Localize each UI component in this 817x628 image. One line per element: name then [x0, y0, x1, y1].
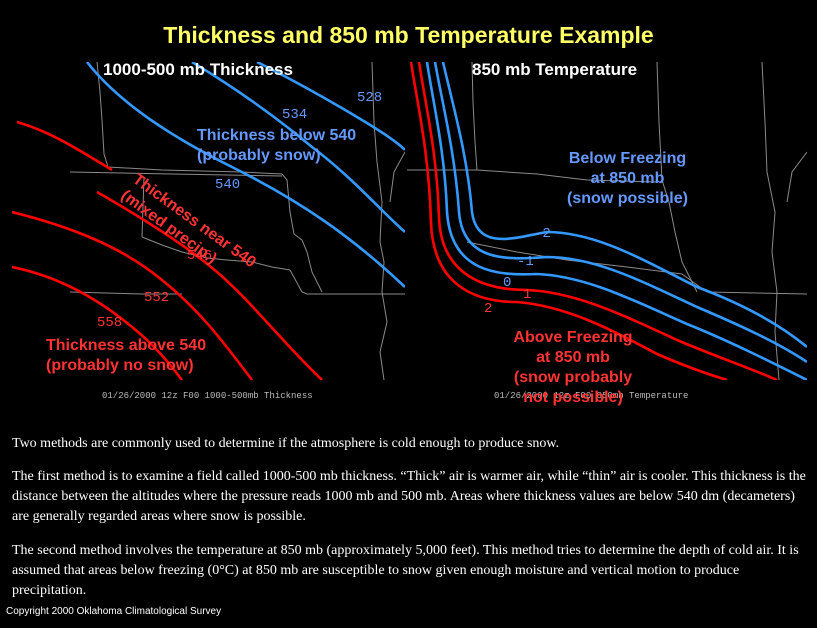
annotation-line: at 850 mb [590, 170, 665, 187]
right-map-caption: 01/26/2000 12z F00 850mb Temperature [494, 391, 689, 401]
contour-534 [191, 62, 405, 233]
annotation-line: at 850 mb [536, 349, 610, 366]
state-borders [69, 62, 405, 380]
contour-minus-1 [433, 62, 807, 364]
contour-label: 546 [187, 248, 212, 264]
contour-minus-2 [441, 62, 807, 348]
contour-label: 2 [484, 301, 492, 317]
copyright: Copyright 2000 Oklahoma Climatological S… [6, 606, 222, 617]
contour-label: 540 [215, 177, 240, 193]
contour-1 [417, 62, 778, 380]
left-map-caption: 01/26/2000 12z F00 1000-500mb Thickness [102, 391, 313, 401]
annotation-line: (snow probably [513, 369, 633, 386]
contour-2 [409, 62, 728, 380]
contour-label: 534 [282, 107, 307, 123]
warm-contours [409, 62, 778, 380]
contour-label: 558 [97, 315, 122, 331]
annotation-line: Below Freezing [568, 150, 687, 167]
cold-contours [85, 62, 405, 288]
contour-540 [85, 62, 405, 288]
temperature-map: -2 -1 0 1 2 [407, 62, 807, 380]
cold-contours [425, 62, 807, 380]
thickness-paragraph: The first method is to examine a field c… [12, 469, 806, 524]
contour-528 [256, 62, 405, 151]
intro-paragraph: Two methods are commonly used to determi… [12, 436, 560, 451]
annotation-line: (probably snow) [197, 147, 321, 164]
annotation-below-freezing: Below Freezing at 850 mb (snow possible) [540, 149, 715, 209]
contour-546 [96, 190, 323, 380]
annotation-line: (probably no snow) [46, 357, 194, 374]
contour-552 [12, 210, 254, 380]
warm-contours [12, 120, 323, 380]
contour-546-north [16, 120, 113, 172]
annotation-line: not possible) [523, 389, 623, 406]
annotation-thickness-below: Thickness below 540 (probably snow) [197, 126, 356, 166]
left-panel-title: 1000-500 mb Thickness [103, 60, 293, 79]
contour-label: -1 [517, 254, 534, 270]
annotation-line: Thickness above 540 [46, 337, 207, 354]
annotation-line: Above Freezing [513, 329, 633, 346]
annotation-line: Thickness below 540 [197, 127, 357, 144]
contour-label: -2 [534, 226, 551, 242]
right-panel-title: 850 mb Temperature [472, 60, 638, 79]
temperature-paragraph: The second method involves the temperatu… [12, 543, 799, 598]
annotation-line: (snow possible) [567, 190, 688, 207]
contour-label: 1 [523, 287, 531, 303]
page-title: Thickness and 850 mb Temperature Example [163, 22, 654, 48]
annotation-above-freezing: Above Freezing at 850 mb (snow probably … [488, 328, 658, 408]
contour-label: 0 [503, 275, 511, 291]
contour-558 [12, 265, 184, 380]
thickness-map: 534 528 540 546 552 558 01/26/2000 12z F… [12, 62, 405, 380]
annotation-thickness-above: Thickness above 540 (probably no snow) [46, 336, 206, 376]
contour-label: 552 [144, 290, 169, 306]
contour-0 [425, 62, 807, 380]
contour-label: 528 [357, 90, 382, 106]
